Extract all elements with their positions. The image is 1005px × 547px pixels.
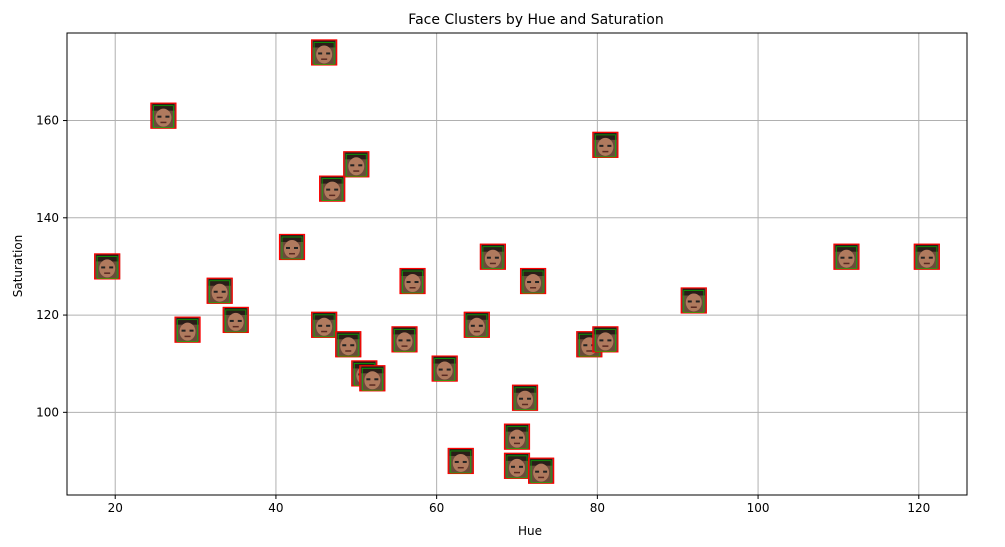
face-marker	[592, 131, 619, 158]
face-marker	[359, 365, 386, 392]
face-marker	[592, 326, 619, 353]
y-tick-label: 120	[36, 308, 59, 322]
face-marker	[447, 447, 474, 475]
y-tick-label: 140	[36, 211, 59, 225]
face-marker	[503, 423, 531, 450]
face-marker	[335, 331, 362, 358]
face-marker	[528, 457, 555, 484]
x-tick-label: 100	[747, 501, 770, 515]
face-marker	[174, 316, 201, 343]
face-marker	[94, 253, 121, 280]
face-marker	[311, 39, 338, 66]
face-marker	[463, 311, 490, 338]
plot-frame	[66, 32, 968, 496]
face-marker	[503, 452, 531, 479]
face-marker	[479, 243, 506, 270]
face-marker	[913, 243, 940, 270]
chart-title: Face Clusters by Hue and Saturation	[408, 12, 663, 28]
face-marker	[833, 243, 860, 270]
x-tick-label: 20	[108, 501, 123, 515]
face-marker	[319, 175, 346, 202]
face-marker	[311, 311, 338, 338]
x-tick-label: 60	[429, 501, 444, 515]
face-marker	[519, 267, 547, 295]
y-tick-label: 160	[36, 114, 59, 128]
face-marker	[399, 267, 426, 295]
x-tick-label: 80	[590, 501, 605, 515]
y-axis-label: Saturation	[11, 235, 25, 298]
face-marker	[150, 102, 177, 129]
face-marker	[680, 287, 707, 314]
x-tick-label: 120	[907, 501, 930, 515]
face-marker	[206, 277, 233, 304]
axis-ticks: 20 40 60 80 100 120 100 120 140 160	[36, 114, 930, 515]
face-marker	[391, 326, 418, 353]
face-marker	[222, 306, 249, 334]
data-points	[94, 39, 940, 484]
x-tick-label: 40	[268, 501, 283, 515]
face-marker	[431, 355, 458, 382]
face-marker	[511, 384, 539, 411]
y-tick-label: 100	[36, 405, 59, 419]
face-marker	[278, 233, 306, 261]
face-marker	[343, 151, 370, 178]
x-axis-label: Hue	[518, 524, 542, 538]
